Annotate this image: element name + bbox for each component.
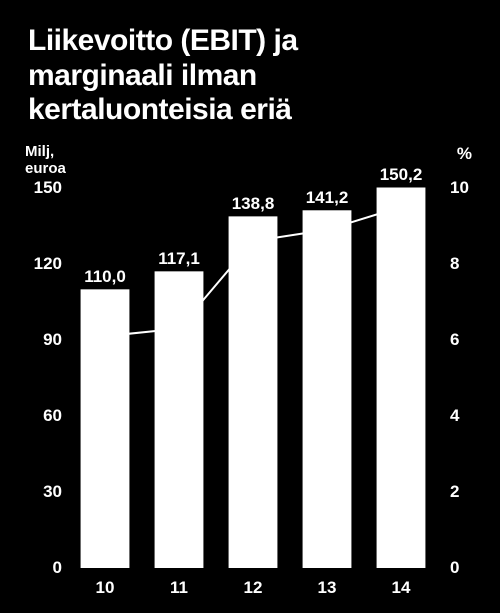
y-right-tick: 2 (450, 482, 490, 502)
chart-title: Liikevoitto (EBIT) ja marginaali ilman k… (28, 24, 298, 128)
bar (229, 216, 278, 568)
y-right-axis-label: % (457, 144, 472, 164)
bar-value-label: 150,2 (380, 165, 423, 185)
y-right-tick: 10 (450, 178, 490, 198)
y-left-axis-label-line1: Milj, (25, 144, 66, 161)
bar (303, 210, 352, 568)
y-left-tick: 0 (18, 558, 62, 578)
y-left-axis-label-line2: euroa (25, 161, 66, 178)
y-left-axis-label: Milj, euroa (25, 144, 66, 177)
bar-value-label: 110,0 (84, 267, 126, 287)
y-right-tick: 0 (450, 558, 490, 578)
bar-value-label: 141,2 (306, 188, 349, 208)
plot-area (68, 188, 438, 568)
y-left-tick: 30 (18, 482, 62, 502)
title-line-3: kertaluonteisia eriä (28, 93, 298, 128)
x-tick: 11 (170, 578, 188, 598)
x-tick: 12 (244, 578, 263, 598)
x-tick: 13 (318, 578, 337, 598)
title-line-2: marginaali ilman (28, 59, 298, 94)
y-left-tick: 150 (18, 178, 62, 198)
bar-value-label: 138,8 (232, 194, 275, 214)
bar-value-label: 117,1 (158, 249, 200, 269)
y-left-tick: 120 (18, 254, 62, 274)
x-tick: 14 (392, 578, 411, 598)
chart-svg (68, 188, 438, 568)
y-right-tick: 8 (450, 254, 490, 274)
x-tick: 10 (96, 578, 115, 598)
y-left-tick: 60 (18, 406, 62, 426)
bar (155, 271, 204, 568)
title-line-1: Liikevoitto (EBIT) ja (28, 24, 298, 59)
y-right-tick: 4 (450, 406, 490, 426)
bar (81, 289, 130, 568)
bar (377, 187, 426, 568)
y-right-tick: 6 (450, 330, 490, 350)
y-left-tick: 90 (18, 330, 62, 350)
